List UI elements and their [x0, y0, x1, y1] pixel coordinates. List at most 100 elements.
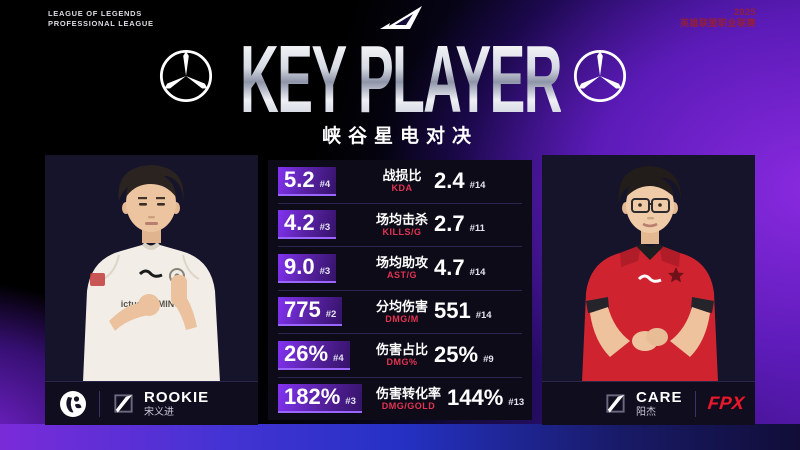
stat-right-value: 4.7: [434, 254, 465, 280]
stat-label-cell: 分均伤害 DMG/M: [376, 299, 428, 325]
mercedes-star-icon: [158, 48, 214, 104]
stat-right-rank: #9: [483, 353, 494, 365]
stat-right-value: 144%: [447, 385, 504, 411]
stat-right-cell: 144% #13: [441, 385, 535, 412]
mid-lane-icon: [112, 392, 135, 415]
stat-right-rank: #14: [469, 266, 486, 278]
stat-label-cn: 场均击杀: [376, 211, 429, 227]
stat-right-valuebox: 551 #14: [428, 298, 498, 325]
stat-label-cn: 伤害转化率: [376, 385, 442, 401]
stat-left-cell: 5.2 #4: [278, 166, 376, 196]
stat-left-valuebox: 182% #3: [278, 384, 362, 414]
stat-left-cell: 182% #3: [278, 384, 376, 414]
stat-left-value: 4.2: [284, 210, 315, 236]
stat-left-rank: #2: [325, 309, 337, 321]
stat-right-valuebox: 2.7 #11: [428, 211, 491, 238]
stat-row: 182% #3 伤害转化率 DMG/GOLD 144% #13: [278, 378, 524, 421]
player-bar-left: ROOKIE 宋义进: [45, 381, 258, 425]
league-wordmark: LEAGUE OF LEGENDS PROFESSIONAL LEAGUE: [48, 9, 154, 28]
stat-label-cell: 场均助攻 AST/G: [376, 255, 428, 281]
stat-row: 4.2 #3 场均击杀 KILLS/G 2.7 #11: [278, 204, 522, 247]
mid-lane-icon: [604, 392, 627, 415]
stat-label-cell: 战损比 KDA: [376, 168, 428, 194]
stat-left-valuebox: 9.0 #3: [278, 253, 337, 283]
stat-left-rank: #3: [319, 222, 331, 234]
stat-row: 5.2 #4 战损比 KDA 2.4 #14: [278, 160, 522, 204]
stat-label-en: KDA: [391, 183, 413, 194]
stat-left-value: 182%: [284, 384, 341, 410]
stat-row: 9.0 #3 场均助攻 AST/G 4.7 #14: [278, 247, 522, 291]
stat-right-value: 551: [434, 298, 471, 324]
stat-left-cell: 9.0 #3: [278, 253, 376, 283]
stat-label-en: DMG%: [386, 357, 418, 368]
stat-left-value: 9.0: [284, 253, 315, 279]
player-id: CARE: [636, 388, 683, 406]
stat-right-valuebox: 144% #13: [441, 385, 530, 412]
stat-label-cn: 战损比: [382, 168, 422, 184]
stat-right-rank: #14: [469, 179, 486, 191]
stat-right-cell: 551 #14: [428, 298, 522, 325]
stat-right-value: 2.4: [434, 167, 465, 193]
stat-right-rank: #11: [469, 223, 485, 235]
stat-left-rank: #3: [319, 265, 331, 277]
divider: [99, 390, 100, 417]
stat-left-rank: #3: [345, 396, 356, 408]
stat-left-rank: #4: [333, 352, 344, 364]
league-wordmark-line2: PROFESSIONAL LEAGUE: [48, 18, 154, 28]
player-name-cn: 宋义进: [144, 406, 174, 418]
stat-right-rank: #14: [475, 310, 492, 322]
stat-left-valuebox: 5.2 #4: [278, 166, 337, 196]
stat-label-cn: 场均助攻: [376, 255, 429, 271]
player-photo-care: [542, 155, 755, 382]
stat-left-value: 5.2: [284, 166, 315, 192]
stat-left-cell: 26% #4: [278, 340, 376, 370]
player-names-left: ROOKIE 宋义进: [144, 389, 209, 419]
stat-right-cell: 25% #9: [428, 342, 522, 369]
page-title-text: KEY PLAYER: [239, 26, 563, 133]
lpl-logo-icon: [378, 4, 424, 34]
stat-label-en: DMG/M: [385, 313, 419, 324]
player-card-left: ictus GAMING: [45, 155, 258, 425]
stat-left-value: 26%: [284, 340, 329, 366]
stat-right-value: 25%: [434, 341, 479, 367]
player-bar-right: CARE 阳杰 FPX: [542, 381, 755, 425]
ig-logo: [59, 390, 87, 418]
stat-label-cell: 场均击杀 KILLS/G: [376, 212, 428, 238]
stat-right-cell: 2.7 #11: [428, 211, 522, 238]
stat-label-cell: 伤害转化率 DMG/GOLD: [376, 386, 441, 412]
fpx-logo: FPX: [706, 393, 746, 413]
stat-left-value: 775: [284, 297, 321, 323]
stat-left-cell: 775 #2: [278, 297, 376, 327]
stat-left-valuebox: 26% #4: [278, 340, 350, 370]
stat-right-valuebox: 2.4 #14: [428, 168, 491, 195]
player-photo-rookie: ictus GAMING: [45, 155, 258, 382]
stat-left-valuebox: 775 #2: [278, 297, 343, 327]
stat-label-en: AST/G: [387, 270, 418, 281]
stat-label-cell: 伤害占比 DMG%: [376, 342, 428, 368]
season-league-cn: 英雄联盟职业联赛: [679, 18, 756, 28]
stat-row: 775 #2 分均伤害 DMG/M 551 #14: [278, 291, 522, 334]
player-id: ROOKIE: [144, 388, 210, 406]
stat-label-en: DMG/GOLD: [381, 400, 436, 411]
stat-right-valuebox: 4.7 #14: [428, 255, 491, 282]
league-wordmark-line1: LEAGUE OF LEGENDS: [48, 9, 142, 18]
stat-right-valuebox: 25% #9: [428, 342, 500, 369]
stat-label-cn: 伤害占比: [376, 342, 429, 358]
season-label: 2025 英雄联盟职业联赛: [680, 7, 756, 29]
stat-row: 26% #4 伤害占比 DMG% 25% #9: [278, 334, 522, 378]
stat-left-valuebox: 4.2 #3: [278, 210, 337, 240]
player-card-right: CARE 阳杰 FPX: [542, 155, 755, 425]
mercedes-star-icon: [572, 48, 628, 104]
page-subtitle: 峡谷星电对决: [321, 126, 478, 147]
stat-right-cell: 4.7 #14: [428, 255, 522, 282]
season-year: 2025: [733, 7, 756, 17]
stat-label-cn: 分均伤害: [376, 298, 429, 314]
divider: [694, 390, 696, 417]
page-title: KEY PLAYER: [0, 30, 800, 130]
stats-panel: 5.2 #4 战损比 KDA 2.4 #14 4.2 #3: [268, 160, 532, 420]
player-name-cn: 阳杰: [636, 406, 656, 418]
stat-right-value: 2.7: [434, 211, 465, 237]
stat-left-cell: 4.2 #3: [278, 210, 376, 240]
stat-left-rank: #4: [319, 178, 331, 190]
